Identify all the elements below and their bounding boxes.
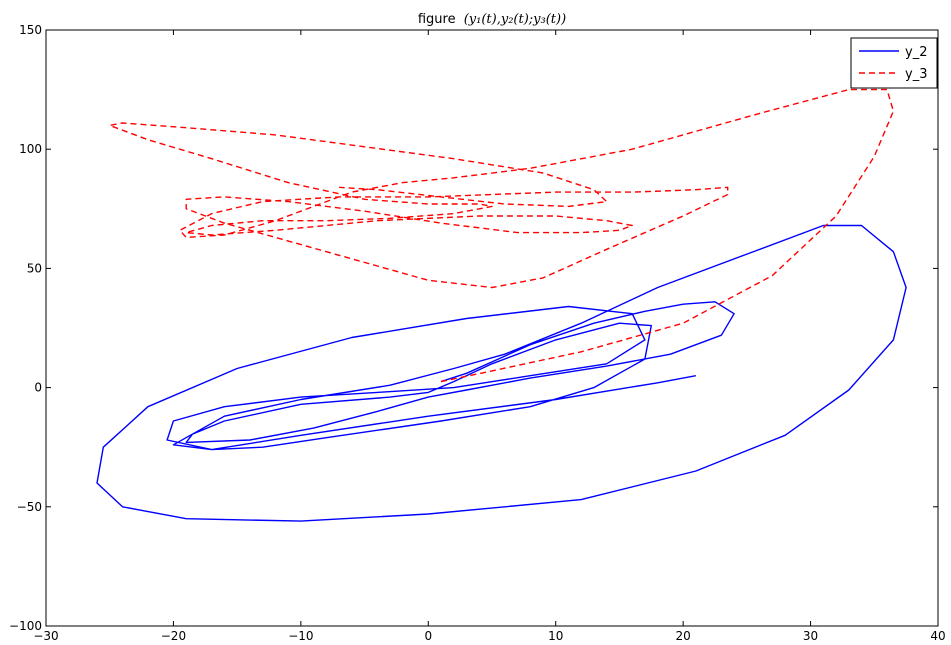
x-tick-label: 0 xyxy=(424,629,432,643)
chart-title: figure (y₁(t),y₂(t);y₃(t)) xyxy=(418,12,566,27)
y-tick-label: −50 xyxy=(17,500,42,514)
series-line-y_3 xyxy=(108,88,895,383)
x-tick-label: 30 xyxy=(803,629,818,643)
y-tick-label: 50 xyxy=(27,261,42,275)
y-tick-label: 0 xyxy=(34,381,42,395)
x-tick-label: −10 xyxy=(288,629,313,643)
legend-box xyxy=(850,37,938,89)
x-tick-label: −20 xyxy=(161,629,186,643)
plot-frame xyxy=(45,29,939,627)
chart-title-prefix: figure xyxy=(418,12,456,27)
y-tick-label: −100 xyxy=(9,619,42,633)
legend: y_2 y_3 xyxy=(850,37,938,89)
x-tick-label: 20 xyxy=(676,629,691,643)
chart-title-math: (y₁(t),y₂(t);y₃(t)) xyxy=(464,12,566,27)
legend-label-y_3: y_3 xyxy=(905,67,927,82)
series-line-y_2 xyxy=(96,224,907,522)
y-tick-label: 150 xyxy=(19,23,42,37)
series-layer xyxy=(96,88,907,522)
y-tick-label: 100 xyxy=(19,142,42,156)
legend-label-y_2: y_2 xyxy=(905,45,927,60)
x-tick-label: −30 xyxy=(33,629,58,643)
x-tick-label: 10 xyxy=(548,629,563,643)
x-tick-label: 40 xyxy=(930,629,945,643)
